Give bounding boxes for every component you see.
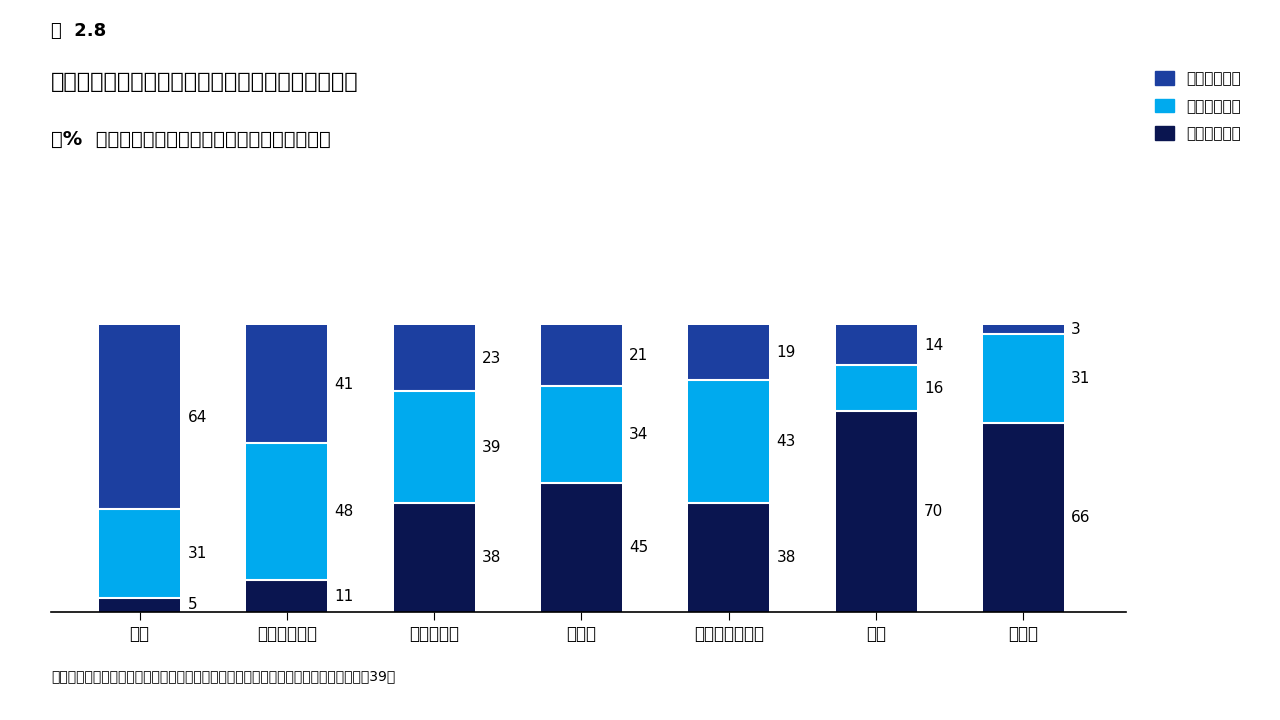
Text: 39: 39 <box>483 440 502 454</box>
Text: 16: 16 <box>924 381 943 396</box>
Bar <box>394 391 475 503</box>
Text: 70: 70 <box>924 504 943 519</box>
Bar <box>541 483 622 612</box>
Text: 31: 31 <box>187 546 207 561</box>
Bar <box>689 503 769 612</box>
Bar <box>541 385 622 483</box>
Text: 図  2.8: 図 2.8 <box>51 22 106 40</box>
Text: 38: 38 <box>777 550 796 565</box>
Text: 48: 48 <box>335 504 355 519</box>
Bar <box>394 325 475 391</box>
Text: 34: 34 <box>630 427 649 442</box>
Text: 3: 3 <box>1071 322 1080 337</box>
Bar <box>246 443 328 580</box>
Bar <box>99 509 180 598</box>
Bar <box>689 325 769 380</box>
Bar <box>99 598 180 612</box>
Text: 64: 64 <box>187 410 207 425</box>
Text: 地域別のプライベート・クレジットの魅力の度合い: 地域別のプライベート・クレジットの魅力の度合い <box>51 72 358 92</box>
Bar <box>983 334 1064 423</box>
Text: 14: 14 <box>924 338 943 353</box>
Text: 19: 19 <box>777 345 796 360</box>
Bar <box>541 325 622 385</box>
Bar <box>246 580 328 612</box>
Text: 以下の地域のプライベート・クレジットはどの程度魅力的ですか？に対する回答数：39。: 以下の地域のプライベート・クレジットはどの程度魅力的ですか？に対する回答数：39… <box>51 670 396 683</box>
Legend: 非常に魅力的, 多少は魅力的, 魅力的でない: 非常に魅力的, 多少は魅力的, 魅力的でない <box>1149 66 1247 147</box>
Text: 41: 41 <box>335 377 355 392</box>
Text: 5: 5 <box>187 598 197 612</box>
Text: 45: 45 <box>630 540 649 555</box>
Bar <box>836 325 916 366</box>
Bar <box>246 325 328 443</box>
Text: 38: 38 <box>483 550 502 565</box>
Bar <box>836 366 916 411</box>
Bar <box>99 325 180 509</box>
Text: 21: 21 <box>630 348 649 363</box>
Bar <box>394 503 475 612</box>
Bar <box>836 411 916 612</box>
Bar <box>983 325 1064 334</box>
Bar <box>983 423 1064 612</box>
Text: 66: 66 <box>1071 510 1091 525</box>
Text: 31: 31 <box>1071 371 1091 386</box>
Bar <box>689 380 769 503</box>
Text: （%  引用、ソブリン・ウェルス・ファンドのみ）: （% 引用、ソブリン・ウェルス・ファンドのみ） <box>51 130 332 148</box>
Text: 11: 11 <box>335 589 355 604</box>
Text: 43: 43 <box>777 434 796 449</box>
Text: 23: 23 <box>483 351 502 366</box>
